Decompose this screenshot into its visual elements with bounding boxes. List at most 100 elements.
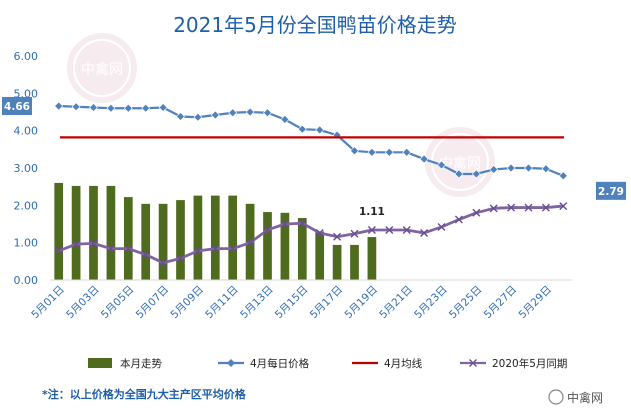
- point-april-daily: [332, 130, 342, 140]
- bar: [141, 203, 151, 280]
- point-2020-may: [228, 244, 237, 253]
- point-2020-may: [507, 203, 516, 212]
- y-axis: 0.001.002.003.004.005.006.00: [14, 50, 39, 287]
- legend-label: 4月每日价格: [250, 357, 310, 370]
- watermark-text-right: 中禽网: [439, 155, 481, 172]
- brand-text: 中禽网: [567, 390, 603, 405]
- data-label: 4.66: [4, 101, 30, 113]
- bar-series: [54, 182, 377, 280]
- point-april-daily: [541, 164, 551, 174]
- point-april-daily: [524, 163, 533, 173]
- watermark-text-left: 中禽网: [81, 61, 123, 78]
- bar: [106, 185, 116, 280]
- x-tick-label: 5月11日: [203, 284, 241, 322]
- point-2020-may: [106, 244, 115, 253]
- x-tick-label: 5月05日: [99, 284, 137, 322]
- line-2020-may: [58, 204, 564, 265]
- point-2020-may: [385, 225, 394, 234]
- point-april-daily: [123, 103, 133, 113]
- bar: [54, 182, 64, 280]
- bar: [332, 244, 342, 280]
- point-april-daily: [141, 103, 151, 113]
- legend-marker: [227, 359, 235, 367]
- point-2020-may: [298, 219, 307, 228]
- y-tick-label: 6.00: [14, 50, 39, 63]
- legend-label: 4月均线: [384, 357, 423, 370]
- point-april-daily: [54, 101, 64, 111]
- y-tick-label: 0.00: [14, 274, 39, 287]
- watermark-logo-left: 中禽网: [67, 33, 137, 103]
- point-april-daily: [193, 112, 203, 122]
- watermark-logo-right: 中禽网: [425, 127, 495, 197]
- point-2020-may: [176, 254, 185, 263]
- point-april-daily: [176, 112, 185, 121]
- legend-label: 本月走势: [120, 357, 162, 370]
- point-2020-may: [246, 238, 255, 247]
- point-2020-may: [420, 228, 429, 237]
- point-april-daily: [558, 171, 568, 181]
- point-2020-may: [454, 215, 463, 224]
- point-april-daily: [280, 115, 290, 124]
- point-2020-may: [280, 220, 289, 228]
- bar: [350, 244, 359, 280]
- point-2020-may: [54, 246, 63, 255]
- x-tick-label: 5月27日: [482, 284, 520, 322]
- point-2020-may: [263, 225, 272, 234]
- point-april-daily: [350, 146, 359, 156]
- point-april-daily: [245, 107, 255, 117]
- bar: [280, 212, 290, 280]
- point-april-daily: [437, 160, 446, 170]
- x-tick-label: 5月03日: [64, 284, 102, 322]
- point-2020-may: [211, 244, 220, 253]
- point-april-daily: [158, 103, 168, 112]
- point-2020-may: [559, 202, 568, 211]
- x-tick-label: 5月21日: [377, 284, 415, 322]
- y-tick-label: 3.00: [14, 162, 39, 175]
- y-tick-label: 2.00: [14, 199, 39, 212]
- point-2020-may: [367, 225, 376, 234]
- point-april-daily: [506, 163, 516, 173]
- point-april-daily: [89, 103, 98, 112]
- data-label-box: [2, 97, 32, 116]
- point-april-daily: [489, 165, 499, 174]
- point-april-daily: [402, 147, 412, 157]
- x-tick-label: 5月15日: [273, 284, 311, 322]
- bar: [228, 195, 238, 280]
- point-2020-may: [315, 228, 324, 237]
- point-april-daily: [228, 108, 238, 118]
- legend: 本月走势 4月每日价格 4月均线 2020年5月同期: [88, 357, 567, 370]
- bar: [89, 185, 98, 280]
- point-2020-may: [159, 258, 168, 267]
- point-april-daily: [315, 125, 325, 135]
- x-tick-label: 5月09日: [169, 284, 207, 322]
- point-april-daily: [210, 110, 220, 120]
- brand-icon: [548, 389, 564, 405]
- point-april-daily: [454, 169, 464, 179]
- point-2020-may: [72, 240, 81, 249]
- line-series: [54, 101, 568, 267]
- point-2020-may: [193, 246, 202, 255]
- x-tick-label: 5月29日: [517, 284, 555, 322]
- point-april-daily: [367, 147, 377, 157]
- x-tick-label: 5月07日: [134, 284, 172, 322]
- point-2020-may: [472, 208, 481, 217]
- legend-marker: [469, 359, 477, 367]
- bar: [210, 195, 220, 280]
- point-2020-may: [437, 222, 446, 231]
- legend-swatch-bar: [88, 358, 112, 368]
- point-april-daily: [384, 147, 394, 157]
- bar: [297, 218, 307, 280]
- x-axis: 5月01日5月03日5月05日5月07日5月09日5月11日5月13日5月15日…: [29, 279, 572, 322]
- bar: [263, 212, 272, 280]
- x-tick-label: 5月13日: [238, 284, 276, 322]
- bar: [367, 237, 377, 280]
- bar: [123, 197, 133, 280]
- point-2020-may: [489, 204, 498, 213]
- point-2020-may: [124, 244, 133, 253]
- point-2020-may: [141, 250, 150, 259]
- point-2020-may: [402, 225, 411, 234]
- chart-title: 2021年5月份全国鸭苗价格走势: [173, 13, 457, 37]
- point-2020-may: [350, 229, 359, 238]
- x-tick-label: 5月25日: [447, 284, 485, 322]
